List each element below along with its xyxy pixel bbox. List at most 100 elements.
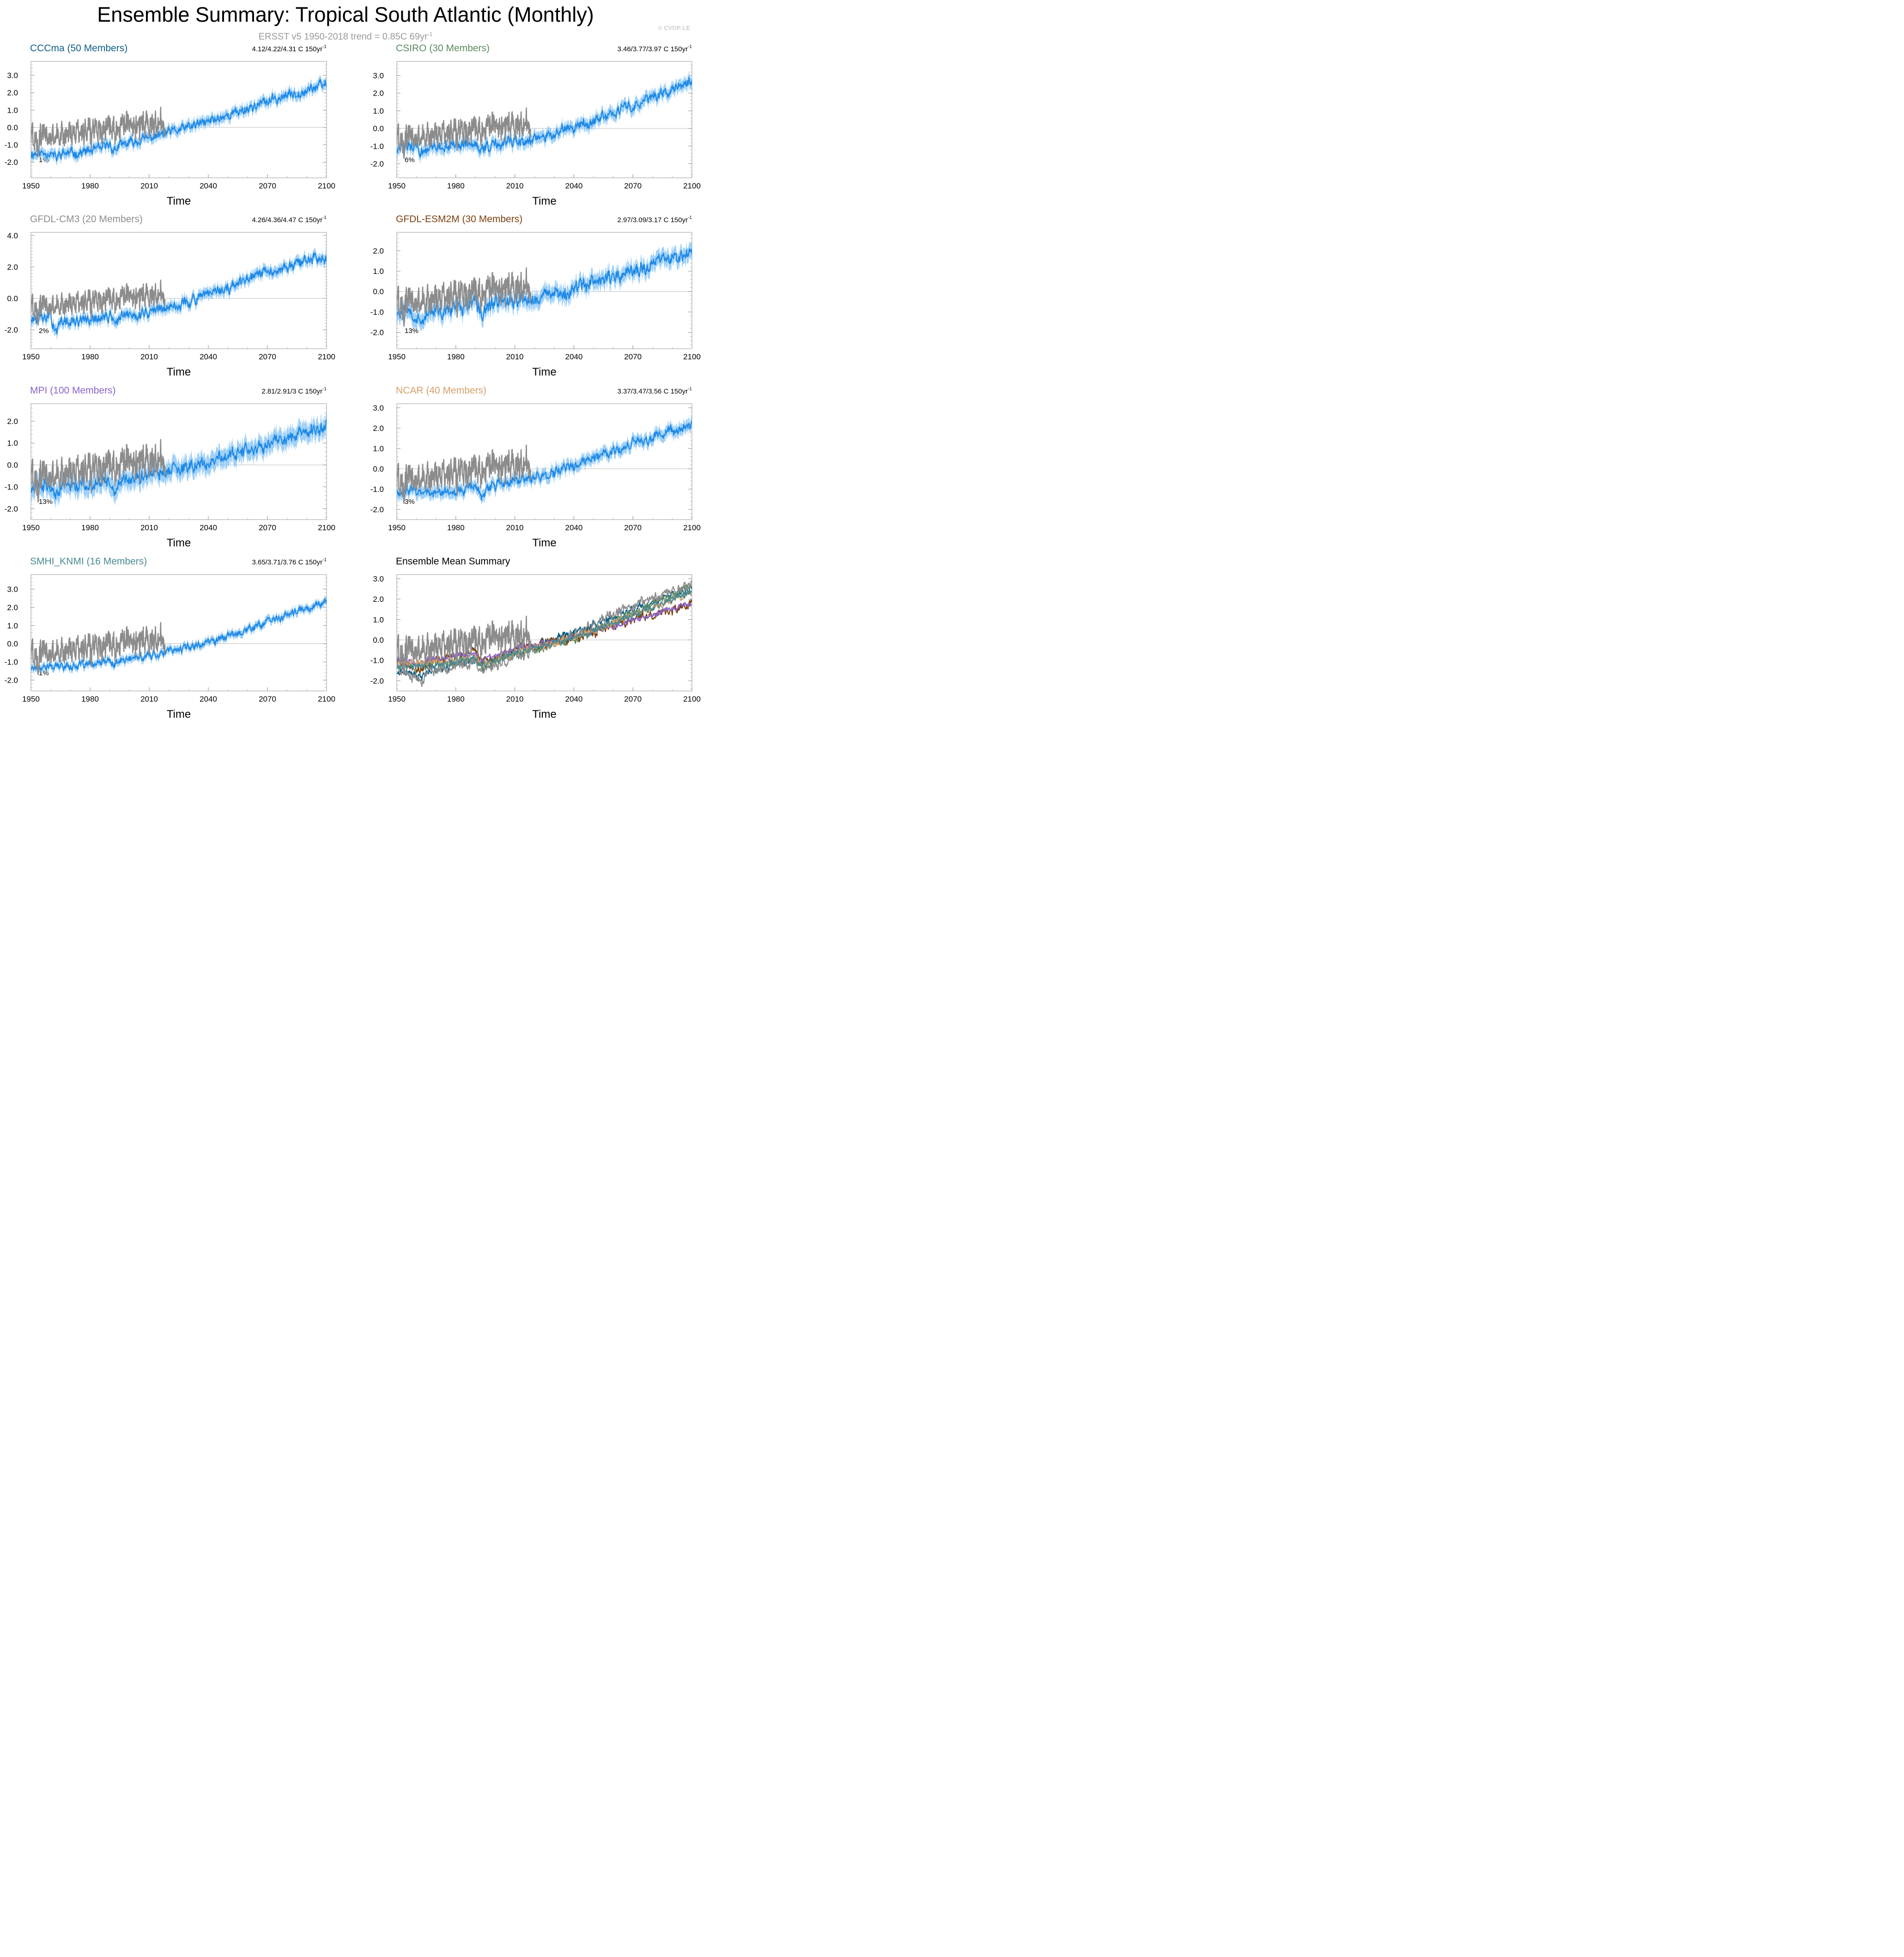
x-tick-label: 1980 bbox=[447, 352, 465, 361]
x-tick-label: 2070 bbox=[624, 523, 642, 532]
trend-label-text: 2.81/2.91/3 C 150yr bbox=[261, 388, 322, 395]
y-tick-label: 0.0 bbox=[373, 124, 384, 133]
y-tick-label: 2.0 bbox=[7, 603, 18, 612]
x-tick-label: 2040 bbox=[565, 523, 582, 532]
plot-area bbox=[397, 241, 692, 332]
x-tick-label: 2010 bbox=[140, 523, 158, 532]
panel-title: CCCma (50 Members) bbox=[30, 43, 127, 54]
y-tick-label: 1.0 bbox=[7, 439, 18, 448]
percent-label: 13% bbox=[405, 327, 418, 335]
x-tick-label: 2100 bbox=[318, 695, 335, 703]
plot-area bbox=[397, 70, 692, 165]
y-tick-label: 0.0 bbox=[7, 123, 18, 132]
x-tick-label: 2070 bbox=[259, 523, 276, 532]
x-tick-label: 2100 bbox=[683, 182, 701, 190]
chart-panel-8: -2.0 -1.0 0.0 1.0 2.0 3.0 1950 1980 2010 2040 2070… bbox=[370, 556, 701, 721]
x-tick-label: 1950 bbox=[388, 695, 406, 703]
x-tick-label: 2100 bbox=[683, 695, 701, 703]
trend-label-sup: -1 bbox=[322, 215, 327, 220]
x-tick-label: 2070 bbox=[259, 695, 276, 703]
x-tick-label: 1950 bbox=[22, 523, 40, 532]
x-tick-label: 2010 bbox=[506, 352, 524, 361]
plot-frame bbox=[30, 232, 327, 349]
trend-label-sup: -1 bbox=[322, 387, 327, 392]
x-tick-label: 2040 bbox=[565, 695, 582, 703]
plot-area bbox=[31, 595, 327, 675]
plot-frame bbox=[396, 61, 692, 178]
y-tick-label: -1.0 bbox=[370, 485, 384, 494]
x-tick-label: 1980 bbox=[81, 352, 99, 361]
x-tick-label: 2070 bbox=[259, 182, 276, 190]
y-tick-label: 0.0 bbox=[373, 636, 384, 644]
y-tick-label: 1.0 bbox=[373, 107, 384, 115]
y-tick-label: 3.0 bbox=[373, 404, 384, 412]
panel-title: GFDL-ESM2M (30 Members) bbox=[396, 214, 522, 224]
ensemble-spread-band bbox=[397, 241, 692, 332]
x-tick-label: 1980 bbox=[81, 523, 99, 532]
panel-title: MPI (100 Members) bbox=[30, 385, 116, 396]
x-axis-label: Time bbox=[167, 195, 191, 207]
x-axis-label: Time bbox=[532, 366, 556, 378]
x-tick-label: 2040 bbox=[565, 182, 582, 190]
x-tick-label: 1980 bbox=[447, 182, 465, 190]
chart-panel-6: -2.0 -1.0 0.0 1.0 2.0 3.0 1950 1980 2010 2040 2070… bbox=[370, 385, 701, 549]
y-tick-label: 2.0 bbox=[7, 89, 18, 97]
y-tick-label: 1.0 bbox=[373, 615, 384, 624]
y-tick-label: 1.0 bbox=[373, 444, 384, 453]
series-line-smhi-knmi bbox=[397, 590, 692, 671]
trend-label: 3.46/3.77/3.97 C 150yr-1 bbox=[617, 44, 692, 53]
y-tick-label: -2.0 bbox=[5, 326, 18, 334]
x-tick-label: 2070 bbox=[259, 352, 276, 361]
plot-frame bbox=[396, 403, 692, 520]
y-tick-label: -1.0 bbox=[5, 141, 18, 150]
series-line-ersst-v5 bbox=[397, 615, 531, 675]
subtitle-text: ERSST v5 1950-2018 trend = 0.85C 69yr bbox=[258, 31, 428, 42]
x-tick-label: 2100 bbox=[683, 352, 701, 361]
series-line-ersst-v5 bbox=[397, 267, 531, 327]
chart-panel-1: -2.0 -1.0 0.0 1.0 2.0 3.0 1950 1980 2010 2040 2070… bbox=[5, 43, 335, 207]
y-tick-label: 1.0 bbox=[7, 106, 18, 115]
y-tick-label: 3.0 bbox=[373, 72, 384, 80]
x-tick-label: 1980 bbox=[81, 182, 99, 190]
x-axis-label: Time bbox=[167, 708, 191, 721]
y-tick-label: 2.0 bbox=[7, 263, 18, 272]
trend-label-text: 3.65/3.71/3.76 C 150yr bbox=[252, 558, 322, 566]
trend-label: 2.97/3.09/3.17 C 150yr-1 bbox=[617, 215, 692, 224]
x-tick-label: 2040 bbox=[200, 352, 217, 361]
percent-label: 3% bbox=[405, 498, 415, 506]
x-tick-label: 2100 bbox=[318, 182, 335, 190]
trend-label-sup: -1 bbox=[688, 387, 692, 392]
x-tick-label: 2010 bbox=[506, 523, 524, 532]
plot-frame bbox=[30, 574, 327, 691]
y-tick-label: -1.0 bbox=[5, 483, 18, 491]
chart-panel-2: -2.0 -1.0 0.0 1.0 2.0 3.0 1950 1980 2010 2040 2070… bbox=[370, 43, 701, 207]
panel-title: SMHI_KNMI (16 Members) bbox=[30, 556, 147, 567]
subtitle-sup: -1 bbox=[427, 31, 433, 37]
x-tick-label: 2010 bbox=[140, 352, 158, 361]
y-tick-label: -2.0 bbox=[370, 328, 384, 337]
x-tick-label: 1980 bbox=[81, 695, 99, 703]
x-tick-label: 2010 bbox=[140, 695, 158, 703]
y-tick-label: -1.0 bbox=[370, 656, 384, 665]
y-tick-label: 0.0 bbox=[7, 461, 18, 470]
trend-label: 3.37/3.47/3.56 C 150yr-1 bbox=[617, 387, 692, 395]
series-line-ensemble-mean bbox=[397, 76, 692, 158]
trend-label: 3.65/3.71/3.76 C 150yr-1 bbox=[252, 557, 327, 566]
x-tick-label: 1950 bbox=[22, 352, 40, 361]
panel-title: Ensemble Mean Summary bbox=[396, 556, 510, 567]
plot-area bbox=[31, 74, 327, 166]
trend-label-text: 2.97/3.09/3.17 C 150yr bbox=[617, 216, 688, 224]
x-axis-label: Time bbox=[532, 708, 556, 721]
plot-frame bbox=[396, 574, 692, 691]
y-tick-label: -2.0 bbox=[5, 676, 18, 685]
y-tick-label: 2.0 bbox=[373, 89, 384, 98]
series-line-ersst-v5 bbox=[31, 106, 166, 158]
trend-label-sup: -1 bbox=[322, 557, 327, 563]
y-tick-label: -2.0 bbox=[370, 677, 384, 685]
trend-label-text: 4.26/4.36/4.47 C 150yr bbox=[252, 216, 322, 224]
x-axis-label: Time bbox=[532, 195, 556, 207]
panel-title: GFDL-CM3 (20 Members) bbox=[30, 214, 143, 224]
x-tick-label: 2100 bbox=[318, 352, 335, 361]
y-tick-label: 0.0 bbox=[373, 465, 384, 473]
trend-label-sup: -1 bbox=[688, 44, 692, 49]
